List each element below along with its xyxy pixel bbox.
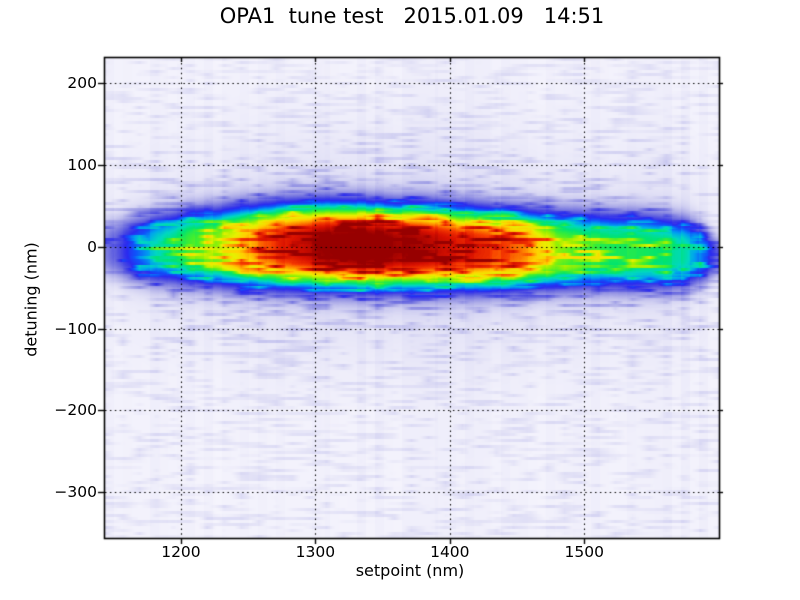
y-axis-label: detuning (nm) — [21, 242, 41, 357]
x-tick-label: 1200 — [161, 543, 201, 561]
y-tick-label: −100 — [54, 319, 97, 338]
y-tick-label: −200 — [54, 401, 97, 420]
x-axis-label: setpoint (nm) — [355, 561, 465, 580]
y-tick-label: 100 — [67, 156, 97, 175]
x-tick-label: 1300 — [295, 543, 336, 561]
y-tick-label: 200 — [67, 74, 97, 93]
y-tick-label: −300 — [54, 483, 97, 502]
x-tick-label: 1500 — [564, 543, 604, 561]
x-tick-label: 1400 — [430, 543, 470, 561]
y-tick-label: 0 — [87, 237, 97, 256]
